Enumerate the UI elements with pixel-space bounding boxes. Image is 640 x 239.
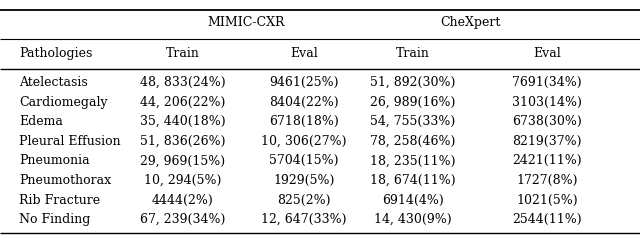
Text: 78, 258(46%): 78, 258(46%) xyxy=(370,135,456,148)
Text: MIMIC-CXR: MIMIC-CXR xyxy=(207,16,285,29)
Text: 2544(11%): 2544(11%) xyxy=(513,213,582,226)
Text: Eval: Eval xyxy=(533,47,561,60)
Text: CheXpert: CheXpert xyxy=(440,16,500,29)
Text: 4444(2%): 4444(2%) xyxy=(152,194,213,206)
Text: 26, 989(16%): 26, 989(16%) xyxy=(370,96,456,109)
Text: 14, 430(9%): 14, 430(9%) xyxy=(374,213,452,226)
Text: 6738(30%): 6738(30%) xyxy=(513,115,582,128)
Text: Pneumonia: Pneumonia xyxy=(19,154,90,167)
Text: 10, 306(27%): 10, 306(27%) xyxy=(261,135,347,148)
Text: Train: Train xyxy=(396,47,429,60)
Text: Pathologies: Pathologies xyxy=(19,47,93,60)
Text: 18, 235(11%): 18, 235(11%) xyxy=(370,154,456,167)
Text: 44, 206(22%): 44, 206(22%) xyxy=(140,96,225,109)
Text: 29, 969(15%): 29, 969(15%) xyxy=(140,154,225,167)
Text: 1727(8%): 1727(8%) xyxy=(516,174,578,187)
Text: 67, 239(34%): 67, 239(34%) xyxy=(140,213,225,226)
Text: 48, 833(24%): 48, 833(24%) xyxy=(140,76,225,89)
Text: 51, 892(30%): 51, 892(30%) xyxy=(370,76,456,89)
Text: 6718(18%): 6718(18%) xyxy=(269,115,339,128)
Text: Pleural Effusion: Pleural Effusion xyxy=(19,135,121,148)
Text: No Finding: No Finding xyxy=(19,213,91,226)
Text: 8404(22%): 8404(22%) xyxy=(269,96,339,109)
Text: 7691(34%): 7691(34%) xyxy=(513,76,582,89)
Text: Edema: Edema xyxy=(19,115,63,128)
Text: 5704(15%): 5704(15%) xyxy=(269,154,339,167)
Text: Rib Fracture: Rib Fracture xyxy=(19,194,100,206)
Text: 6914(4%): 6914(4%) xyxy=(382,194,444,206)
Text: 12, 647(33%): 12, 647(33%) xyxy=(261,213,347,226)
Text: 3103(14%): 3103(14%) xyxy=(512,96,582,109)
Text: 51, 836(26%): 51, 836(26%) xyxy=(140,135,225,148)
Text: 54, 755(33%): 54, 755(33%) xyxy=(370,115,456,128)
Text: 8219(37%): 8219(37%) xyxy=(513,135,582,148)
Text: 10, 294(5%): 10, 294(5%) xyxy=(144,174,221,187)
Text: 35, 440(18%): 35, 440(18%) xyxy=(140,115,225,128)
Text: Cardiomegaly: Cardiomegaly xyxy=(19,96,108,109)
Text: 1929(5%): 1929(5%) xyxy=(273,174,335,187)
Text: 1021(5%): 1021(5%) xyxy=(516,194,578,206)
Text: Eval: Eval xyxy=(290,47,318,60)
Text: Atelectasis: Atelectasis xyxy=(19,76,88,89)
Text: 9461(25%): 9461(25%) xyxy=(269,76,339,89)
Text: 2421(11%): 2421(11%) xyxy=(513,154,582,167)
Text: Pneumothorax: Pneumothorax xyxy=(19,174,111,187)
Text: Train: Train xyxy=(166,47,199,60)
Text: 825(2%): 825(2%) xyxy=(277,194,331,206)
Text: 18, 674(11%): 18, 674(11%) xyxy=(370,174,456,187)
